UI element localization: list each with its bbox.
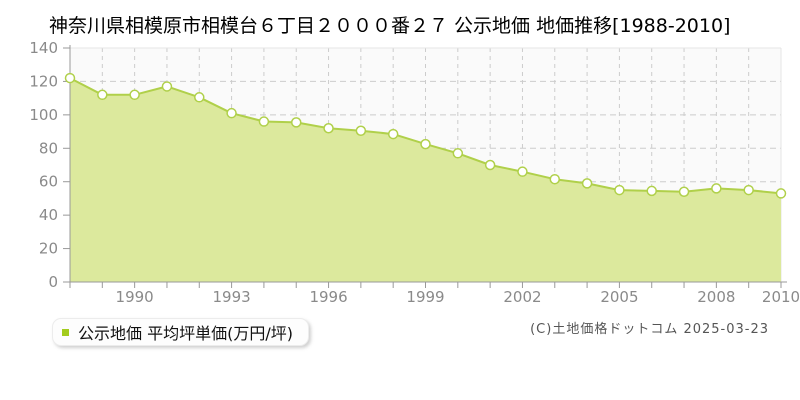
- data-point-markers: [64, 72, 787, 199]
- data-point: [129, 89, 140, 101]
- data-point: [484, 159, 496, 171]
- axis-tick-labels: 0 20 40 60 80 100 120 140 1990 1993 1996 1999 2002 20…: [29, 39, 800, 306]
- page-title: 神奈川県相模原市相模台６丁目２０００番２７ 公示地価 地価推移[1988-201…: [49, 15, 731, 37]
- x-tick-label: 1996: [309, 288, 347, 306]
- y-tick-label: 80: [39, 139, 58, 157]
- x-tick-label: 2008: [697, 288, 735, 306]
- x-tick-label: 1993: [212, 288, 250, 306]
- data-point: [64, 72, 76, 84]
- data-point: [678, 186, 690, 197]
- y-tick-label: 40: [39, 206, 58, 224]
- legend-series-label: 公示地価 平均坪単価(万円/坪): [78, 324, 293, 343]
- data-point: [355, 125, 367, 136]
- copyright-text: (C)土地価格ドットコム 2025-03-23: [530, 322, 769, 337]
- data-point: [743, 184, 754, 196]
- data-point: [517, 166, 528, 177]
- data-point: [452, 148, 464, 159]
- x-tick-label: 2002: [503, 288, 541, 306]
- y-tick-label: 120: [29, 72, 58, 90]
- y-tick-label: 100: [29, 106, 58, 124]
- data-point: [646, 185, 657, 197]
- data-point: [549, 173, 561, 185]
- data-point: [226, 107, 237, 119]
- data-point: [775, 188, 787, 199]
- data-point: [711, 183, 722, 194]
- x-tick-label: 2010: [762, 288, 800, 306]
- data-point: [323, 122, 334, 134]
- data-point: [194, 92, 205, 103]
- data-point: [161, 81, 173, 92]
- x-tick-label: 1999: [406, 288, 444, 306]
- area-series-fill: [70, 78, 781, 282]
- data-point: [614, 184, 625, 196]
- data-point: [290, 117, 302, 128]
- y-tick-label: 60: [39, 173, 58, 191]
- y-tick-label: 20: [39, 240, 58, 258]
- data-point: [258, 116, 270, 127]
- data-point: [420, 138, 431, 150]
- data-point: [97, 89, 108, 101]
- x-tick-label: 1990: [116, 288, 154, 306]
- legend-series-marker-icon: [62, 328, 69, 336]
- y-tick-label: 140: [29, 39, 58, 57]
- legend-box: 公示地価 平均坪単価(万円/坪): [52, 318, 309, 346]
- y-tick-label: 0: [48, 273, 58, 291]
- data-point: [581, 178, 593, 189]
- data-point: [387, 128, 399, 140]
- axes: [63, 45, 787, 288]
- x-tick-label: 2005: [600, 288, 638, 306]
